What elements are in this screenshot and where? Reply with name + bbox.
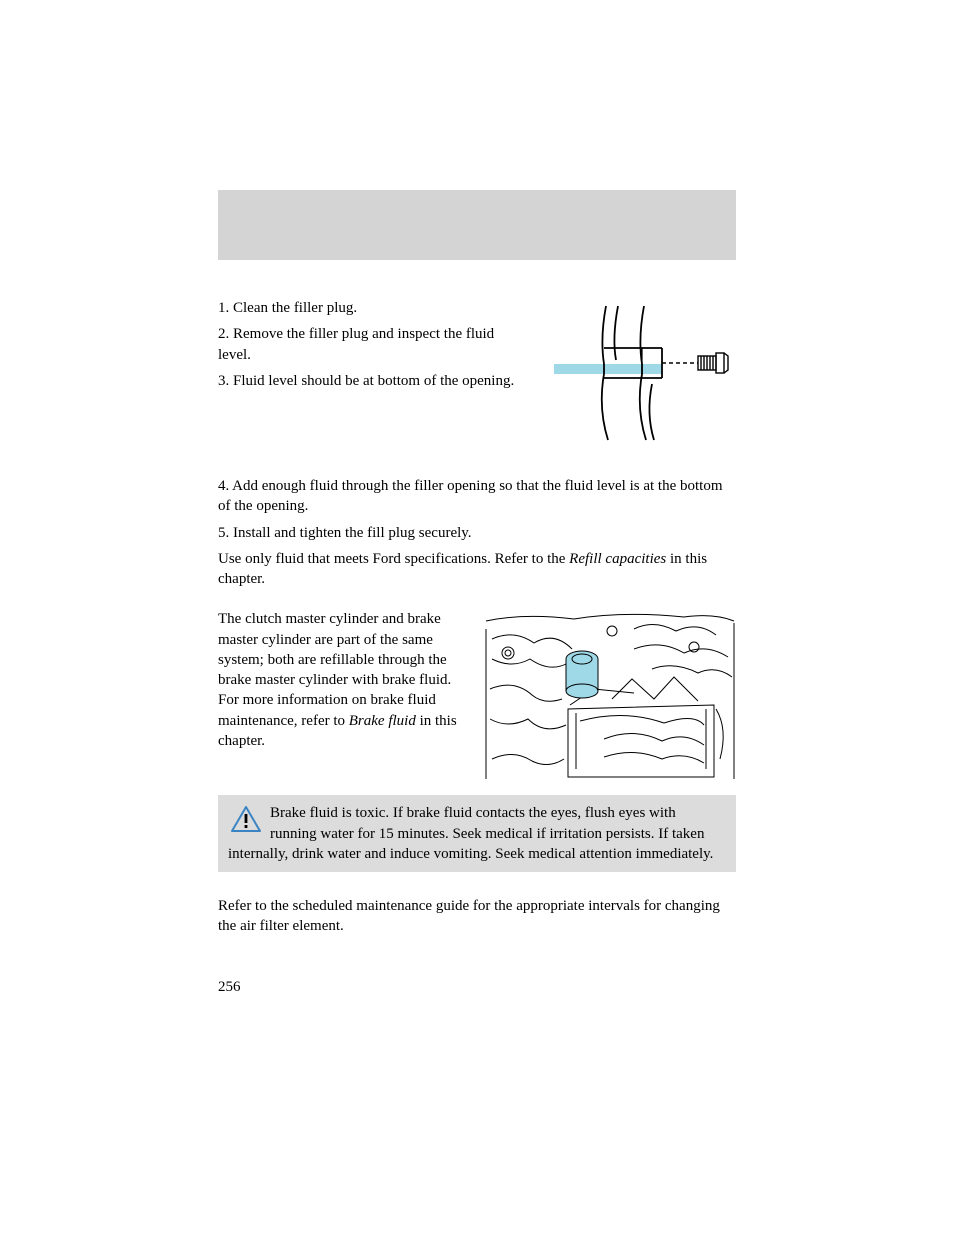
- step-5: 5. Install and tighten the fill plug sec…: [218, 523, 736, 543]
- warning-triangle-icon: [230, 805, 262, 833]
- page-number: 256: [218, 977, 736, 997]
- step-3: 3. Fluid level should be at bottom of th…: [218, 371, 526, 391]
- clutch-para-a: The clutch master cylinder and brake mas…: [218, 611, 451, 728]
- clutch-paragraph: The clutch master cylinder and brake mas…: [218, 609, 464, 751]
- warning-box: Brake fluid is toxic. If brake fluid con…: [218, 795, 736, 872]
- engine-bay-diagram: [484, 609, 736, 781]
- fluid-spec-a: Use only fluid that meets Ford specifica…: [218, 551, 569, 567]
- filler-plug-diagram: [546, 298, 736, 448]
- section-header-bar: [218, 190, 736, 260]
- step-4: 4. Add enough fluid through the filler o…: [218, 476, 736, 517]
- brake-fluid-ref: Brake fluid: [349, 713, 416, 729]
- air-filter-paragraph: Refer to the scheduled maintenance guide…: [218, 896, 736, 937]
- warning-text: Brake fluid is toxic. If brake fluid con…: [228, 805, 713, 862]
- step-2: 2. Remove the filler plug and inspect th…: [218, 324, 526, 365]
- fluid-spec-note: Use only fluid that meets Ford specifica…: [218, 549, 736, 590]
- refill-capacities-ref: Refill capacities: [569, 551, 666, 567]
- fluid-level: [554, 364, 662, 374]
- step-1: 1. Clean the filler plug.: [218, 298, 526, 318]
- brake-reservoir-icon: [566, 651, 598, 698]
